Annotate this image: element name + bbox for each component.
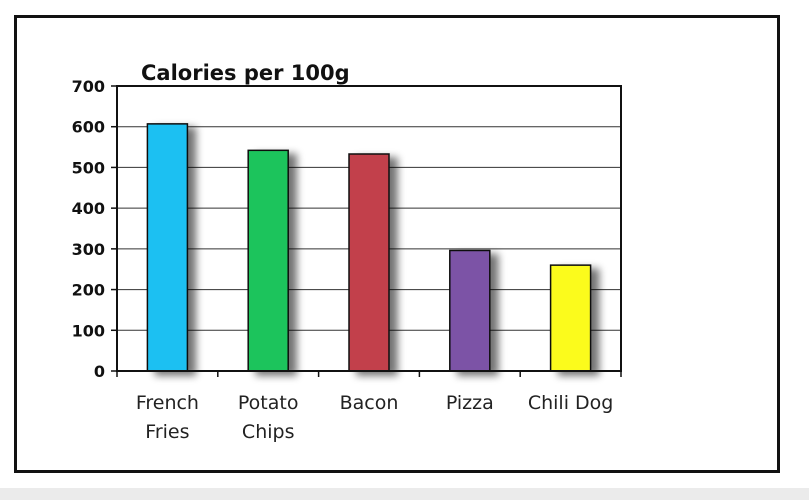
bar-french-fries (146, 123, 189, 372)
x-tick-label: Potato Chips (238, 392, 299, 443)
bar-potato-chips (247, 149, 289, 372)
slide-frame (14, 15, 780, 473)
x-tick-label-line: Pizza (446, 392, 494, 414)
y-tick-label: 0 (94, 362, 105, 381)
x-tick-label-line: Chips (242, 421, 295, 443)
bar-bacon (348, 153, 390, 372)
bars (146, 123, 592, 372)
y-tick-label: 600 (72, 118, 105, 137)
bottom-strip (0, 488, 809, 500)
bar-pizza (449, 249, 491, 372)
chart-title: Calories per 100g (141, 61, 350, 85)
x-tick-label-line: Chili Dog (528, 392, 614, 414)
y-tick-label: 100 (72, 321, 105, 340)
x-tick-label-line: Fries (145, 421, 189, 443)
x-tick-label: Bacon (340, 392, 399, 414)
bar-chili-dog (549, 264, 592, 372)
y-tick-label: 400 (72, 199, 105, 218)
x-tick-label: Pizza (446, 392, 494, 414)
x-tick-label-line: Potato (238, 392, 299, 414)
x-tick-label-line: French (136, 392, 199, 414)
x-tick-label-line: Bacon (340, 392, 399, 414)
y-tick-label: 300 (72, 240, 105, 259)
plot-area-border (116, 85, 622, 372)
x-tick-label: French Fries (136, 392, 199, 443)
axes: 0 100 200 300 400 500 600 700 French Fries Potato C… (72, 77, 622, 443)
x-tick-label: Chili Dog (528, 392, 614, 414)
y-tick-label: 700 (72, 77, 105, 96)
y-tick-label: 500 (72, 158, 105, 177)
y-tick-label: 200 (72, 281, 105, 300)
